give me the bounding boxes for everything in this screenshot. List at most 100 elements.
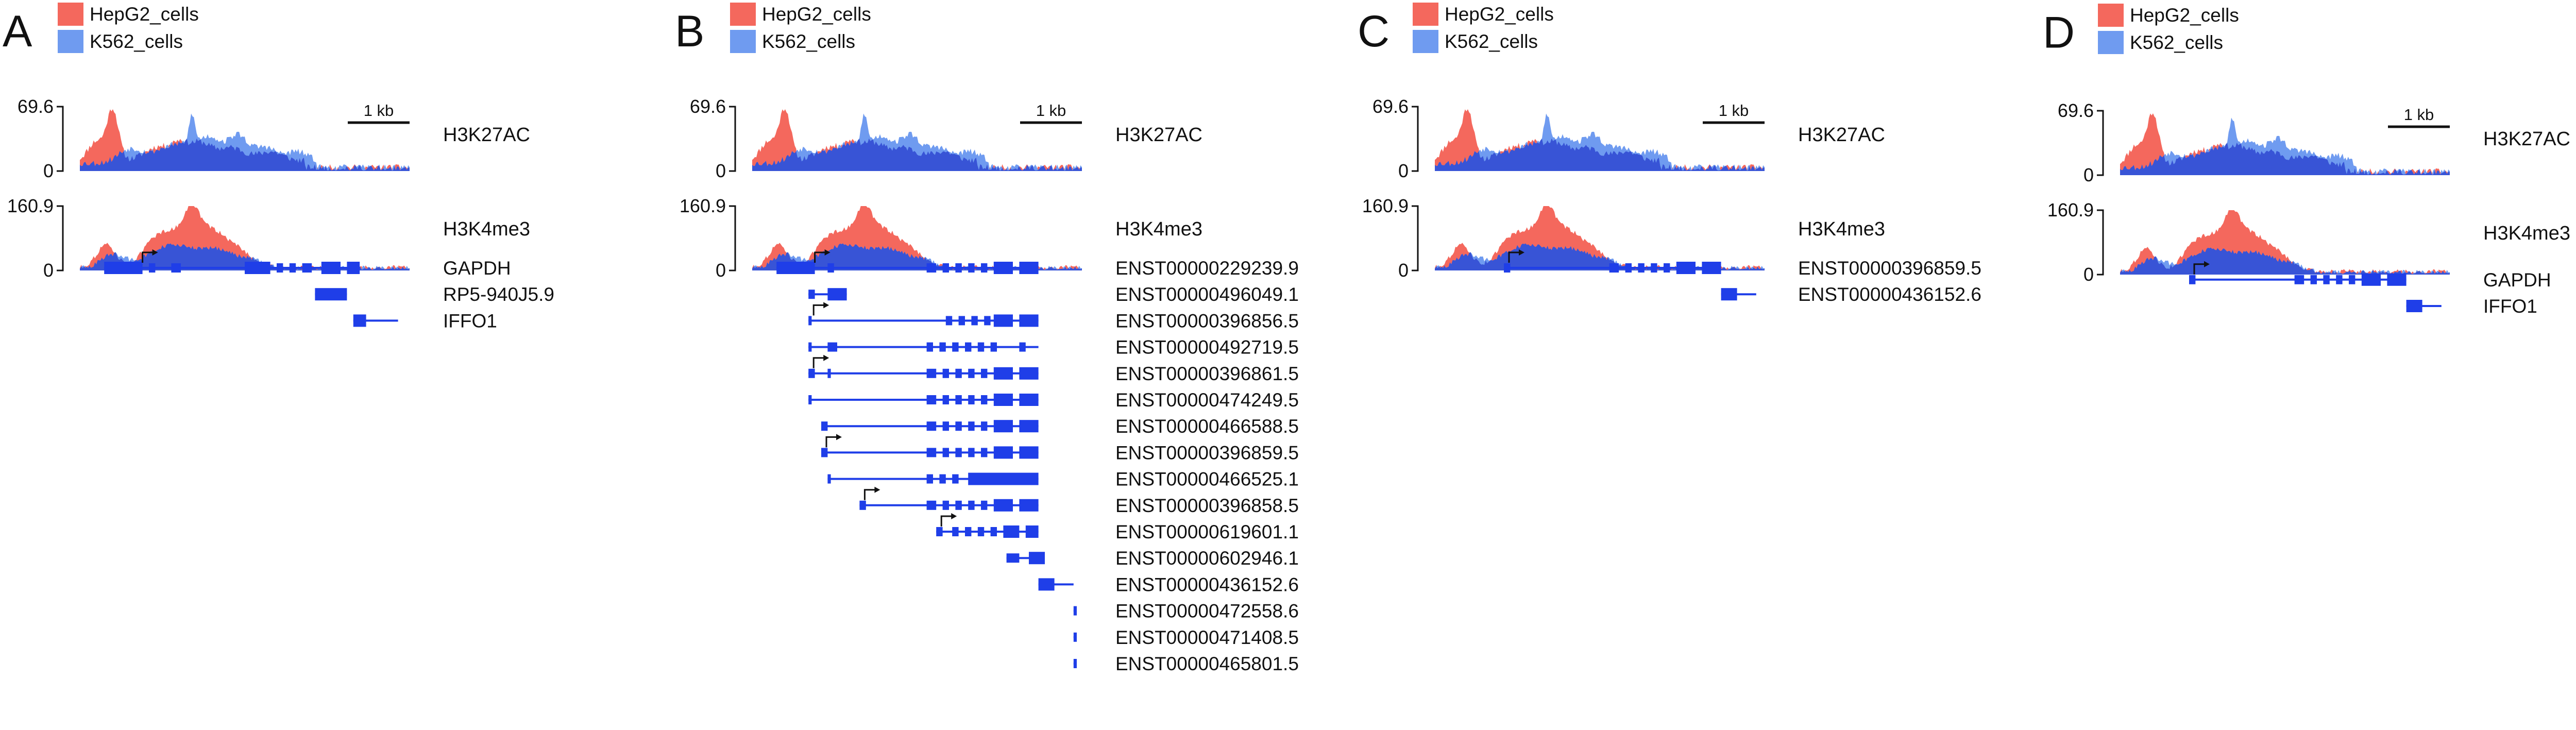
exon-4 bbox=[968, 500, 975, 510]
exon-2 bbox=[942, 500, 949, 510]
gene-label: ENST00000229239.9 bbox=[1115, 258, 1299, 279]
exon-0 bbox=[1504, 263, 1511, 273]
gene-enst00000436152.6: ENST00000436152.6 bbox=[1721, 284, 1981, 305]
exon-2 bbox=[1625, 263, 1632, 273]
tss-arrowhead-icon bbox=[823, 354, 829, 361]
legend-swatch-1 bbox=[2098, 31, 2124, 54]
gene-enst00000436152.6: ENST00000436152.6 bbox=[1038, 574, 1299, 595]
track-label: H3K27AC bbox=[1798, 124, 1885, 146]
exon-0 bbox=[776, 262, 815, 274]
tss-arrow-icon bbox=[814, 251, 826, 263]
track-label: H3K27AC bbox=[443, 124, 530, 146]
exon-5 bbox=[2349, 275, 2355, 284]
y-axis bbox=[2097, 209, 2104, 276]
gene-enst00000492719.5: ENST00000492719.5 bbox=[808, 337, 1299, 358]
exon-3 bbox=[955, 448, 962, 457]
exon-4 bbox=[968, 472, 1039, 485]
y-max-label: 160.9 bbox=[1362, 195, 1409, 216]
exon-3 bbox=[939, 342, 946, 352]
track-h3k27ac: 69.6 0 H3K27AC bbox=[2058, 100, 2570, 185]
exon-4 bbox=[990, 527, 997, 536]
track-label: H3K4me3 bbox=[2483, 223, 2570, 244]
gene-label: ENST00000396861.5 bbox=[1115, 363, 1299, 384]
gene-enst00000396859.5: ENST00000396859.5 bbox=[1504, 249, 1981, 279]
panel-letter: A bbox=[3, 7, 32, 56]
exon-6 bbox=[1025, 525, 1039, 538]
exon-0 bbox=[827, 474, 831, 484]
exon-2 bbox=[926, 368, 937, 378]
gene-label: GAPDH bbox=[443, 258, 511, 279]
gene-enst00000472558.6: ENST00000472558.6 bbox=[1073, 601, 1299, 622]
exon-4 bbox=[955, 263, 962, 273]
gene-enst00000471408.5: ENST00000471408.5 bbox=[1073, 627, 1299, 648]
panel-b: B HepG2_cells K562_cells 1 kb 69.6 0 H3K27AC 16… bbox=[675, 3, 1299, 674]
exon-6 bbox=[2361, 273, 2381, 286]
tss-arrow-icon bbox=[812, 357, 825, 368]
exon-1 bbox=[2294, 275, 2304, 284]
legend-swatch-0 bbox=[58, 3, 83, 26]
exon-3 bbox=[952, 474, 959, 484]
legend-swatch-0 bbox=[2098, 4, 2124, 27]
track-h3k4me3: 160.9 0 H3K4me3 bbox=[7, 195, 530, 281]
exon-1 bbox=[1609, 263, 1619, 273]
overlap-coverage bbox=[2120, 247, 2450, 275]
gene-gapdh: GAPDH bbox=[2189, 261, 2551, 291]
tss-arrow-icon bbox=[825, 436, 838, 448]
exon-5 bbox=[968, 368, 975, 378]
gene-label: ENST00000396856.5 bbox=[1115, 310, 1299, 331]
gene-rp5-940j5.9: RP5-940J5.9 bbox=[315, 284, 554, 305]
exon-5 bbox=[993, 314, 1013, 327]
exon-0 bbox=[2406, 300, 2422, 312]
track-h3k27ac: 69.6 0 H3K27AC bbox=[18, 96, 530, 181]
exon-4 bbox=[984, 316, 991, 326]
exon-0 bbox=[808, 290, 815, 299]
exon-7 bbox=[993, 367, 1013, 380]
y-axis bbox=[729, 106, 736, 172]
exon-5 bbox=[981, 421, 988, 431]
gene-enst00000619601.1: ENST00000619601.1 bbox=[936, 513, 1299, 542]
gene-label: ENST00000436152.6 bbox=[1115, 574, 1299, 595]
exon-0 bbox=[821, 421, 828, 431]
gene-enst00000396856.5: ENST00000396856.5 bbox=[808, 302, 1299, 331]
exon-2 bbox=[942, 448, 949, 457]
overlap-coverage bbox=[80, 138, 410, 171]
exon-5 bbox=[289, 263, 296, 273]
exon-2 bbox=[942, 421, 949, 431]
y-min-label: 0 bbox=[2083, 164, 2094, 185]
gene-enst00000396858.5: ENST00000396858.5 bbox=[859, 486, 1299, 516]
overlap-coverage bbox=[2120, 142, 2450, 175]
exon-0 bbox=[808, 368, 815, 378]
y-max-label: 160.9 bbox=[680, 195, 726, 216]
tss-arrowhead-icon bbox=[836, 434, 842, 440]
exon-0 bbox=[1073, 632, 1077, 642]
exon-5 bbox=[981, 395, 988, 404]
exon-4 bbox=[955, 368, 962, 378]
exon-3 bbox=[942, 263, 949, 273]
gene-gapdh: GAPDH bbox=[104, 249, 511, 279]
exon-0 bbox=[936, 527, 943, 536]
scale-bar-label: 1 kb bbox=[1036, 101, 1066, 120]
gene-iffo1: IFFO1 bbox=[353, 310, 497, 331]
exon-7 bbox=[2387, 273, 2406, 286]
gene-label: GAPDH bbox=[2483, 269, 2551, 291]
exon-7 bbox=[1019, 394, 1039, 406]
exon-1 bbox=[926, 421, 937, 431]
gene-enst00000229239.9: ENST00000229239.9 bbox=[776, 249, 1299, 279]
y-max-label: 160.9 bbox=[7, 195, 54, 216]
exon-4 bbox=[2336, 275, 2343, 284]
exon-8 bbox=[1019, 342, 1026, 352]
panel-letter: B bbox=[675, 7, 704, 56]
panel-a: A HepG2_cells K562_cells 1 kb 69.6 0 H3K27AC 16… bbox=[3, 3, 554, 331]
exon-0 bbox=[859, 500, 866, 510]
y-min-label: 0 bbox=[43, 160, 54, 181]
exon-6 bbox=[302, 263, 312, 273]
exon-0 bbox=[1073, 606, 1077, 616]
legend-label-1: K562_cells bbox=[762, 31, 855, 52]
gene-label: IFFO1 bbox=[2483, 296, 2537, 317]
gene-enst00000602946.1: ENST00000602946.1 bbox=[1006, 548, 1299, 569]
exon-1 bbox=[926, 500, 937, 510]
exon-2 bbox=[926, 263, 937, 273]
y-axis bbox=[1412, 106, 1419, 172]
overlap-coverage bbox=[752, 243, 1082, 270]
exon-0 bbox=[1073, 659, 1077, 668]
